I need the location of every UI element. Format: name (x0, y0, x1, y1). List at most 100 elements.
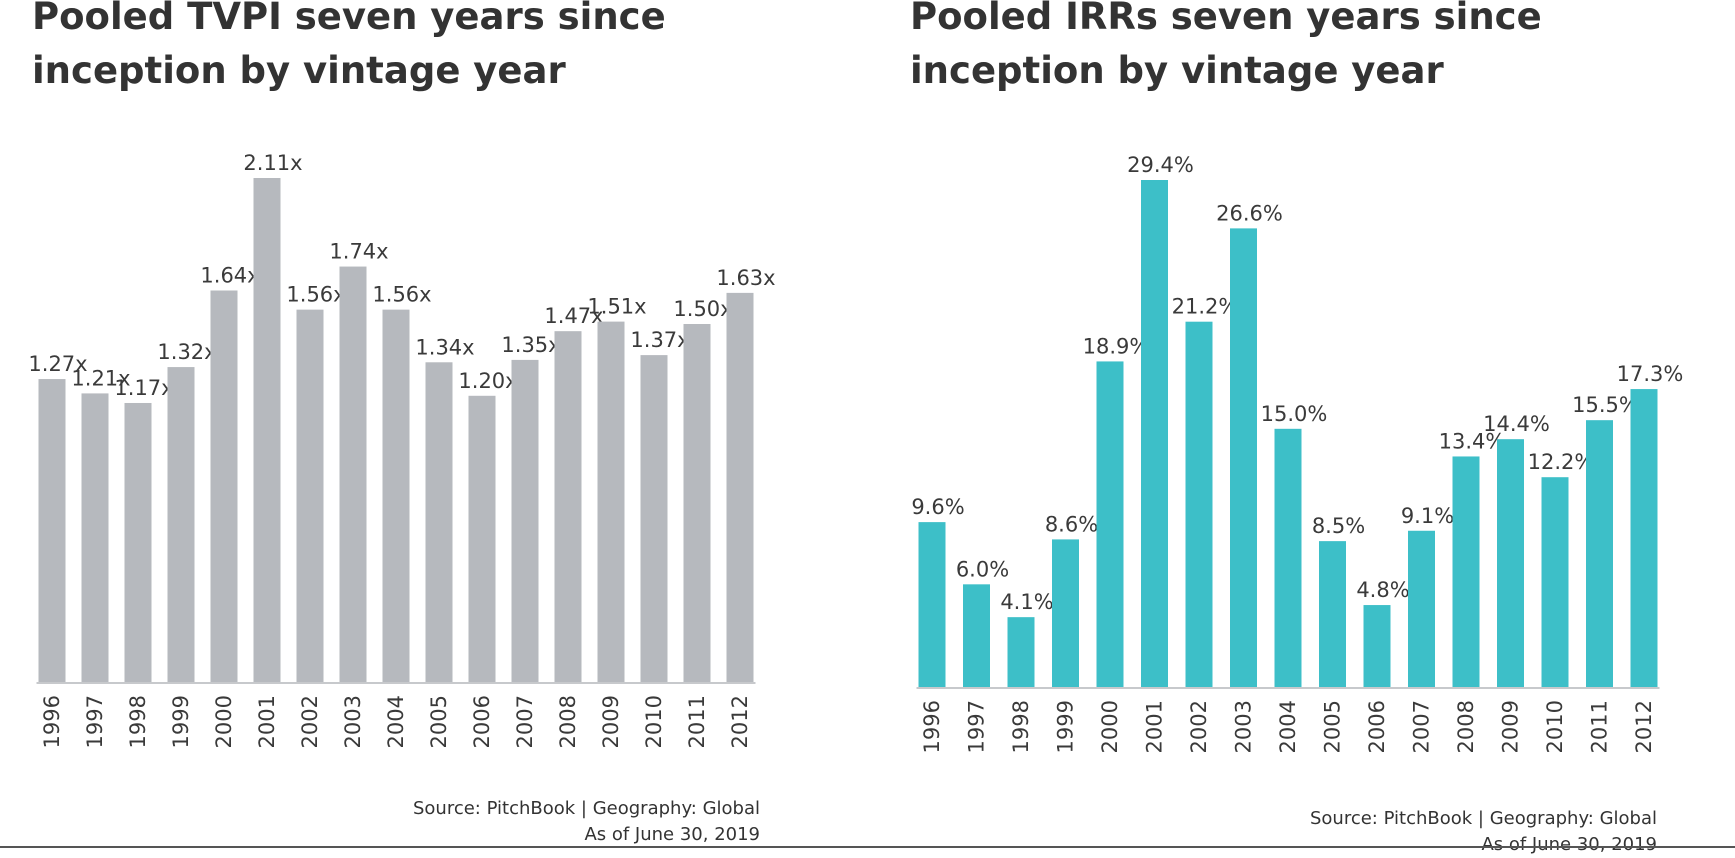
irr-tick-label-2006: 2006 (1365, 700, 1389, 753)
tvpi-value-label-1997: 1.21x (71, 366, 130, 390)
irr-value-label-2011: 15.5% (1572, 393, 1639, 417)
tvpi-bar-2008 (554, 331, 582, 683)
irr-tick-label-2001: 2001 (1143, 700, 1167, 753)
tvpi-value-label-1999: 1.32x (157, 340, 216, 364)
tvpi-as-of-text: As of June 30, 2019 (584, 824, 760, 845)
tvpi-value-label-2002: 1.56x (286, 283, 345, 307)
irr-value-label-2008: 13.4% (1439, 429, 1506, 453)
irr-value-label-2001: 29.4% (1127, 153, 1194, 177)
irr-value-label-1998: 4.1% (1000, 590, 1053, 614)
irr-source-text: Source: PitchBook | Geography: Global (1309, 808, 1657, 829)
irr-bar-2002 (1185, 321, 1213, 688)
tvpi-bar-2000 (210, 290, 238, 683)
tvpi-tick-label-2009: 2009 (599, 695, 623, 748)
tvpi-tick-label-1996: 1996 (40, 695, 64, 748)
irr-tick-label-2005: 2005 (1321, 700, 1345, 753)
tvpi-bar-2010 (640, 355, 668, 683)
tvpi-chart-panel: Pooled TVPI seven years since inception … (0, 0, 860, 849)
irr-bar-2004 (1274, 428, 1302, 688)
irr-value-label-2000: 18.9% (1083, 334, 1150, 358)
tvpi-bar-2004 (382, 309, 410, 683)
irr-value-label-2003: 26.6% (1216, 201, 1283, 225)
tvpi-bar-2003 (339, 266, 367, 683)
tvpi-chart-title: Pooled TVPI seven years since inception … (32, 0, 666, 92)
tvpi-tick-label-2004: 2004 (384, 695, 408, 748)
irr-value-label-1996: 9.6% (911, 495, 964, 519)
tvpi-value-label-2005: 1.34x (415, 335, 474, 359)
irr-tick-label-2004: 2004 (1276, 700, 1300, 753)
irr-tick-label-2011: 2011 (1588, 700, 1612, 753)
tvpi-bar-2001 (253, 178, 281, 683)
tvpi-value-label-2011: 1.50x (673, 297, 732, 321)
tvpi-value-label-2008: 1.47x (544, 304, 603, 328)
tvpi-value-label-2000: 1.64x (200, 263, 259, 287)
tvpi-value-label-1998: 1.17x (114, 376, 173, 400)
irr-value-label-2005: 8.5% (1312, 514, 1365, 538)
tvpi-tick-label-2005: 2005 (427, 695, 451, 748)
irr-value-label-2009: 14.4% (1483, 412, 1550, 436)
irr-bar-2007 (1408, 530, 1435, 688)
irr-value-label-2004: 15.0% (1261, 402, 1328, 426)
tvpi-value-label-2006: 1.20x (458, 369, 517, 393)
irr-value-label-2010: 12.2% (1528, 450, 1595, 474)
irr-bar-2008 (1452, 456, 1480, 688)
tvpi-bar-1998 (124, 402, 152, 683)
irr-tick-label-2002: 2002 (1187, 700, 1211, 753)
tvpi-tick-label-2011: 2011 (685, 695, 709, 748)
tvpi-source-text: Source: PitchBook | Geography: Global (412, 798, 760, 819)
tvpi-bar-2007 (511, 359, 539, 683)
tvpi-bar-1997 (81, 393, 109, 683)
tvpi-tick-label-2001: 2001 (255, 695, 279, 748)
tvpi-value-label-2003: 1.74x (329, 240, 388, 264)
tvpi-bar-2012 (726, 292, 754, 683)
tvpi-bar-chart: 1.27x 1996 1.21x 1997 1.17x 1998 1.32x 1999 1.64… (28, 151, 775, 748)
irr-bar-2009 (1497, 439, 1524, 688)
irr-value-label-2002: 21.2% (1172, 295, 1239, 319)
irr-value-label-2006: 4.8% (1356, 578, 1409, 602)
tvpi-tick-label-2012: 2012 (728, 695, 752, 748)
tvpi-tick-label-2002: 2002 (298, 695, 322, 748)
tvpi-bar-2005 (425, 362, 453, 683)
irr-source-note: Source: PitchBook | Geography: Global As… (1310, 806, 1657, 858)
irr-bar-2012 (1630, 389, 1658, 688)
tvpi-tick-label-2007: 2007 (513, 695, 537, 748)
irr-bar-2011 (1586, 420, 1613, 688)
bottom-divider (0, 846, 1735, 848)
irr-chart-panel: Pooled IRRs seven years since inception … (880, 0, 1735, 855)
irr-as-of-text: As of June 30, 2019 (1481, 834, 1657, 855)
irr-bar-1996 (918, 522, 946, 688)
irr-value-label-1999: 8.6% (1045, 512, 1098, 536)
irr-bar-2000 (1096, 361, 1124, 688)
irr-bar-2003 (1230, 228, 1257, 688)
tvpi-tick-label-2000: 2000 (212, 695, 236, 748)
tvpi-bar-1996 (38, 379, 66, 683)
tvpi-tick-label-2006: 2006 (470, 695, 494, 748)
irr-bar-1999 (1052, 539, 1079, 688)
tvpi-tick-label-2008: 2008 (556, 695, 580, 748)
tvpi-value-label-2010: 1.37x (630, 328, 689, 352)
irr-tick-label-2009: 2009 (1499, 700, 1523, 753)
irr-bar-2001 (1141, 180, 1168, 688)
tvpi-bar-1999 (167, 367, 195, 683)
irr-tick-label-2012: 2012 (1632, 700, 1656, 753)
tvpi-tick-label-1998: 1998 (126, 695, 150, 748)
tvpi-source-note: Source: PitchBook | Geography: Global As… (413, 796, 760, 848)
tvpi-value-label-2012: 1.63x (716, 266, 775, 290)
tvpi-bar-2002 (296, 309, 324, 683)
tvpi-value-label-2009: 1.51x (587, 295, 646, 319)
irr-bar-2005 (1319, 541, 1346, 688)
irr-bar-2006 (1363, 605, 1391, 688)
irr-tick-label-2008: 2008 (1454, 700, 1478, 753)
irr-value-label-1997: 6.0% (956, 557, 1009, 581)
irr-value-label-2012: 17.3% (1617, 362, 1684, 386)
tvpi-tick-label-1999: 1999 (169, 695, 193, 748)
irr-value-label-2007: 9.1% (1401, 504, 1454, 528)
tvpi-value-label-2007: 1.35x (501, 333, 560, 357)
irr-chart-title: Pooled IRRs seven years since inception … (910, 0, 1542, 92)
irr-tick-label-1996: 1996 (920, 700, 944, 753)
irr-tick-label-2003: 2003 (1232, 700, 1256, 753)
irr-tick-label-2000: 2000 (1098, 700, 1122, 753)
irr-bar-chart: 9.6% 1996 6.0% 1997 4.1% 1998 8.6% 1999 18.9% 200… (911, 153, 1684, 753)
tvpi-tick-label-2003: 2003 (341, 695, 365, 748)
irr-bar-1997 (963, 584, 990, 688)
